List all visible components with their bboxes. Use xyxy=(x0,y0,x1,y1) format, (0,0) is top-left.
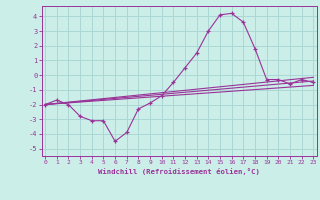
X-axis label: Windchill (Refroidissement éolien,°C): Windchill (Refroidissement éolien,°C) xyxy=(98,168,260,175)
